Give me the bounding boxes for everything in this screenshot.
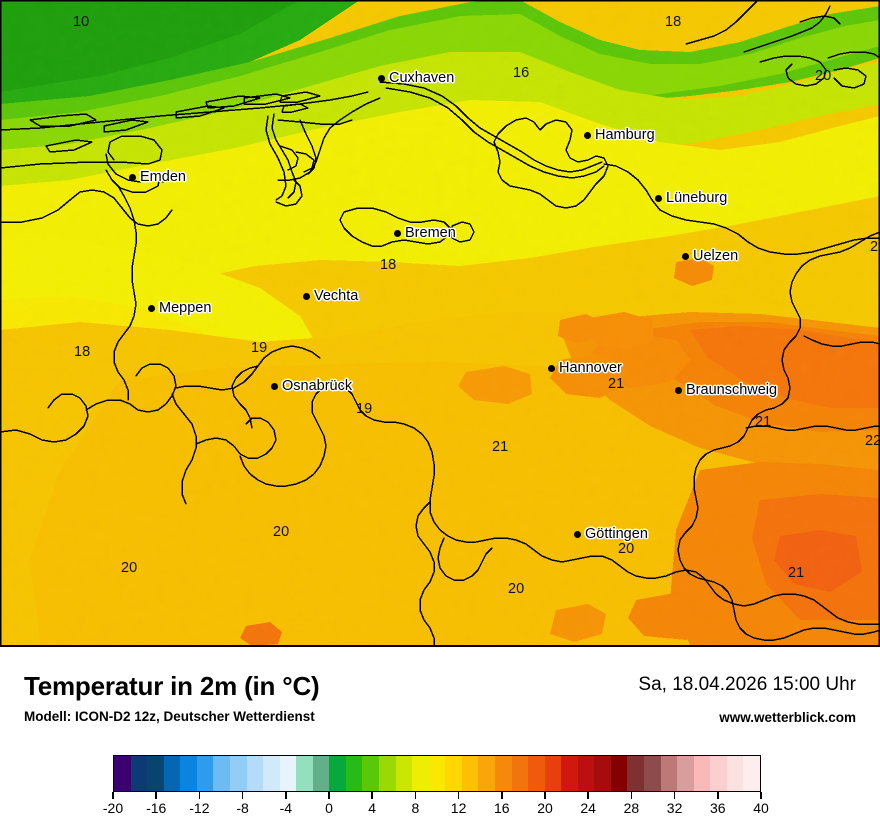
colorbar-swatch — [627, 756, 644, 791]
map-footer: Temperatur in 2m (in °C) Modell: ICON-D2… — [0, 647, 880, 830]
colorbar-tick-label: 28 — [623, 800, 640, 816]
colorbar-tick-label: 16 — [494, 800, 510, 816]
colorbar-tick — [673, 792, 676, 799]
colorbar-swatch — [594, 756, 611, 791]
colorbar-gradient — [113, 755, 761, 792]
colorbar-tick-label: 32 — [666, 800, 683, 816]
colorbar-swatch — [428, 756, 446, 791]
colorbar-tick — [414, 792, 417, 799]
colorbar-tick — [328, 792, 330, 799]
colorbar-tick-labels: -20 -16 -12 -8 -4 0 4 8 12 16 20 24 28 32 36 40 — [0, 800, 880, 822]
colorbar-swatch — [345, 756, 363, 791]
valid-time-label: Sa, 18.04.2026 15:00 Uhr — [638, 674, 856, 695]
colorbar-swatch — [263, 756, 280, 791]
colorbar-swatch — [610, 756, 628, 791]
colorbar-swatch — [561, 756, 578, 791]
colorbar-swatch — [163, 756, 181, 791]
colorbar-swatch — [660, 756, 678, 791]
colorbar-ticks — [112, 792, 762, 800]
colorbar-swatch — [312, 756, 330, 791]
colorbar-swatch — [544, 756, 562, 791]
colorbar-swatch — [379, 756, 396, 791]
colorbar-swatch — [229, 756, 247, 791]
colorbar-swatch — [196, 756, 214, 791]
colorbar-tick — [155, 792, 157, 799]
colorbar-swatch — [726, 756, 744, 791]
colorbar-tick — [587, 792, 589, 799]
colorbar-swatch — [114, 756, 131, 791]
colorbar-tick-label: 4 — [368, 800, 377, 816]
colorbar-swatch — [693, 756, 711, 791]
page-title: Temperatur in 2m (in °C) — [24, 671, 320, 701]
colorbar-tick — [544, 792, 546, 799]
colorbar-swatch — [461, 756, 479, 791]
colorbar-swatch — [528, 756, 545, 791]
colorbar-tick — [198, 792, 201, 799]
colorbar-swatch — [511, 756, 529, 791]
colorbar-tick-label: -4 — [279, 800, 293, 816]
colorbar-swatch — [329, 756, 346, 791]
colorbar-swatch — [147, 756, 164, 791]
colorbar-swatch — [213, 756, 230, 791]
colorbar-tick — [371, 792, 373, 799]
colorbar-tick — [285, 792, 287, 799]
colorbar-swatch — [246, 756, 264, 791]
colorbar-tick — [760, 792, 762, 799]
colorbar: -20 -16 -12 -8 -4 0 4 8 12 16 20 24 28 32 36 40 — [0, 755, 880, 827]
colorbar-swatch — [412, 756, 429, 791]
colorbar-tick-label: -12 — [189, 800, 210, 816]
colorbar-swatch — [395, 756, 413, 791]
temperature-map[interactable]: Cuxhaven Hamburg Emden Lüneburg Bremen U… — [0, 0, 880, 647]
colorbar-swatch — [677, 756, 694, 791]
colorbar-tick — [630, 792, 633, 799]
colorbar-swatch — [743, 756, 760, 791]
colorbar-swatch — [577, 756, 595, 791]
colorbar-swatch — [362, 756, 379, 791]
colorbar-tick — [501, 792, 503, 799]
colorbar-swatch — [130, 756, 148, 791]
colorbar-tick-label: 20 — [537, 800, 553, 816]
map-raster — [0, 0, 880, 645]
colorbar-tick-label: 24 — [580, 800, 596, 816]
colorbar-tick-label: -8 — [236, 800, 249, 816]
colorbar-tick-label: 8 — [411, 800, 420, 816]
colorbar-swatch — [644, 756, 661, 791]
colorbar-swatch — [180, 756, 197, 791]
colorbar-tick — [717, 792, 719, 799]
colorbar-swatch — [478, 756, 495, 791]
colorbar-swatch — [296, 756, 313, 791]
colorbar-swatch — [445, 756, 462, 791]
site-url-label: www.wetterblick.com — [719, 710, 856, 725]
colorbar-tick — [241, 792, 244, 799]
colorbar-tick-label: 12 — [450, 800, 467, 816]
model-subtitle: Modell: ICON-D2 12z, Deutscher Wetterdie… — [24, 709, 315, 724]
colorbar-tick-label: -16 — [146, 800, 167, 816]
colorbar-swatch — [710, 756, 727, 791]
colorbar-tick-label: -20 — [102, 800, 124, 816]
colorbar-tick-label: 0 — [325, 800, 333, 816]
colorbar-tick — [457, 792, 460, 799]
colorbar-tick-label: 36 — [710, 800, 726, 816]
colorbar-tick-label: 40 — [753, 800, 769, 816]
colorbar-tick — [112, 792, 114, 799]
colorbar-swatch — [494, 756, 512, 791]
colorbar-swatch — [279, 756, 297, 791]
